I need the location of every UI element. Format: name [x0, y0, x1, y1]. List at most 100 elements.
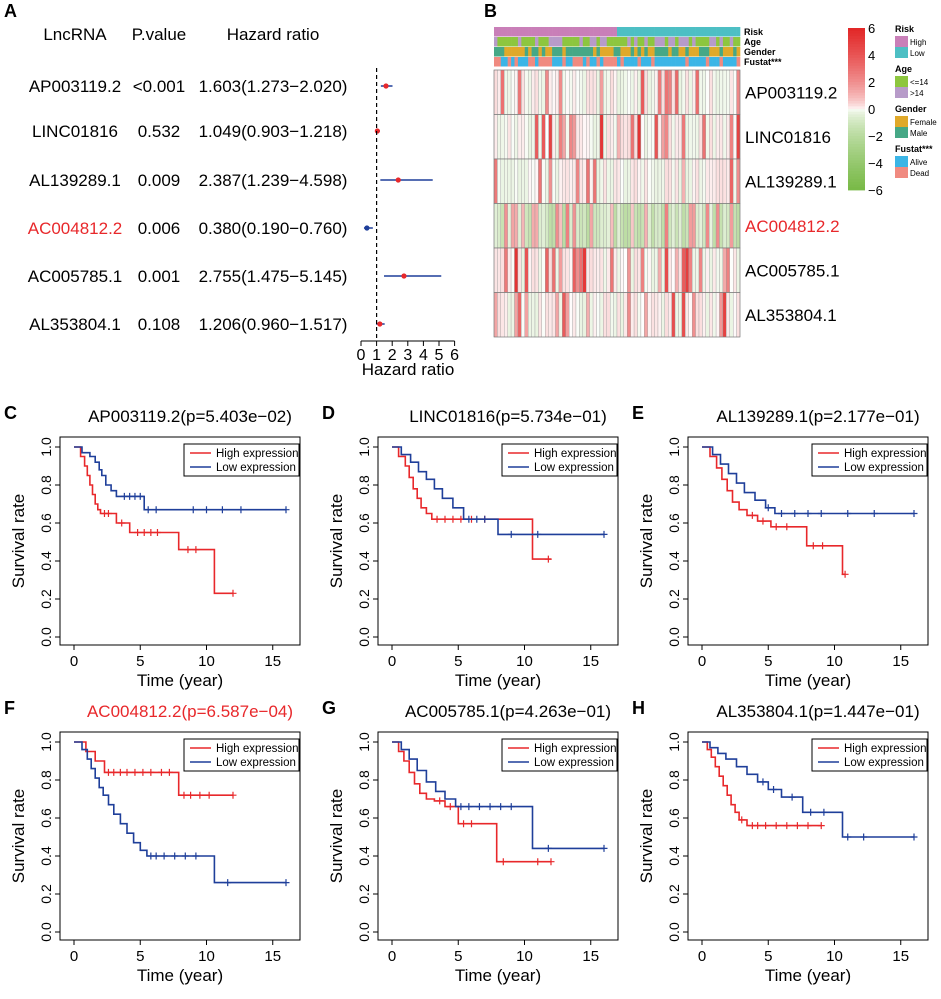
heatmap-annotation-cell	[654, 37, 659, 47]
heatmap-cell	[586, 158, 590, 204]
heatmap-cell	[504, 158, 508, 204]
heatmap-cell	[534, 69, 539, 115]
heatmap-cell	[620, 158, 625, 204]
heatmap-cell	[558, 203, 563, 249]
heatmap-annotation-cell	[603, 27, 608, 37]
heatmap-cell	[668, 158, 672, 204]
heatmap-cell	[568, 69, 573, 115]
km-title: AC005785.1(p=4.263e−01)	[405, 702, 611, 721]
heatmap-cell	[613, 114, 618, 160]
km-censor-mark	[465, 515, 473, 523]
heatmap-annotation-cell	[606, 37, 611, 47]
forest-row-pvalue: 0.532	[138, 122, 181, 141]
km-panel-c: C AP003119.2(p=5.403e−02) 0.0 0.2 0.4 0.6 0.8 1…	[4, 403, 301, 690]
heatmap-cell	[613, 69, 618, 115]
km-censor-mark	[203, 506, 210, 514]
heatmap-annotation-cell	[535, 57, 539, 67]
heatmap-annotation-cell	[500, 47, 505, 57]
km-y-axis-label: Survival rate	[637, 494, 656, 588]
heatmap-gene-label: AC004812.2	[745, 217, 840, 236]
heatmap-cell	[661, 114, 666, 160]
heatmap-annotation-cell	[695, 27, 700, 37]
heatmap-annotation-cell	[531, 37, 536, 47]
heatmap-cell	[671, 203, 676, 249]
forest-plot-panel: A LncRNA P.value Hazard ratio AP003119.2…	[4, 1, 459, 379]
km-x-tick-label: 5	[136, 653, 144, 670]
heatmap-cell	[729, 292, 734, 338]
heatmap-annotation-cell	[572, 27, 577, 37]
km-legend-low-label: Low expression	[534, 462, 614, 474]
heatmap-cell	[627, 292, 631, 338]
legend-swatch	[895, 127, 908, 138]
heatmap-annotation-cell	[541, 57, 546, 67]
km-censor-mark	[534, 530, 542, 538]
km-legend-low-label: Low expression	[844, 757, 924, 769]
heatmap-cell	[609, 114, 614, 160]
km-censor-mark	[762, 822, 770, 830]
heatmap-annotation-cell	[647, 37, 652, 47]
heatmap-cell	[599, 247, 604, 293]
heatmap-cell	[538, 247, 543, 293]
km-x-tick-label: 0	[388, 948, 396, 965]
km-censor-mark	[460, 820, 468, 828]
heatmap-cell	[630, 114, 635, 160]
km-x-tick-label: 15	[582, 653, 599, 670]
heatmap-colorbar: 6 4 2 0 −2 −4 −6	[848, 21, 883, 198]
heatmap-cell	[521, 158, 525, 204]
km-panel-g: G AC005785.1(p=4.263e−01) 0.0 0.2 0.4 0.6 0.8 1…	[322, 698, 619, 985]
heatmap-cell	[736, 203, 741, 249]
forest-row-pvalue: 0.009	[138, 171, 181, 190]
heatmap-annotation-cell	[613, 47, 618, 57]
heatmap-annotation-cell	[654, 57, 659, 67]
heatmap-annotation-cell	[579, 27, 584, 37]
heatmap-annotation-cell	[538, 37, 543, 47]
heatmap-cell	[702, 114, 707, 160]
forest-row-name: AC004812.2	[28, 219, 123, 238]
heatmap-cell	[637, 203, 642, 249]
heatmap-cell	[654, 247, 659, 293]
heatmap-cell	[671, 69, 676, 115]
km-x-tick-label: 5	[136, 948, 144, 965]
heatmap-annotation-cell	[709, 27, 713, 37]
colorbar-tick-label: −4	[868, 156, 883, 171]
heatmap-annotation-label: Risk	[744, 27, 764, 37]
heatmap-cell	[616, 203, 621, 249]
km-censor-mark	[804, 822, 812, 830]
colorbar-tick-label: 6	[868, 21, 875, 36]
km-censor-mark	[165, 768, 173, 776]
km-legend-box	[501, 738, 618, 772]
km-y-tick-label: 0.2	[356, 589, 372, 609]
heatmap-annotation-cell	[497, 37, 502, 47]
heatmap-gene-labels: AP003119.2 LINC01816 AL139289.1 AC004812.2 A…	[745, 83, 840, 325]
heatmap-cell	[712, 69, 717, 115]
heatmap-annotation-cell	[716, 37, 720, 47]
km-x-tick-label: 10	[198, 653, 215, 670]
heatmap-cell	[647, 114, 652, 160]
heatmap-cell	[722, 158, 727, 204]
heatmap-annotation-cell	[705, 57, 710, 67]
colorbar-segment	[848, 144, 865, 148]
forest-hr-point	[395, 177, 401, 183]
heatmap-cell	[589, 247, 594, 293]
km-x-tick-label: 0	[698, 948, 706, 965]
km-x-tick-label: 15	[892, 948, 909, 965]
legend-item-label: Female	[910, 118, 937, 127]
heatmap-cell	[698, 203, 703, 249]
heatmap-annotation-cell	[661, 27, 666, 37]
heatmap-cell	[705, 114, 710, 160]
legend-group-title: Age	[895, 64, 912, 74]
heatmap-annotation-cell	[511, 37, 515, 47]
heatmap-cell	[504, 292, 508, 338]
heatmap-cell	[534, 203, 539, 249]
km-y-tick-label: 1.0	[38, 437, 54, 457]
heatmap-cell	[524, 69, 529, 115]
heatmap-annotation-cell	[565, 57, 570, 67]
heatmap-cell	[531, 69, 536, 115]
heatmap-cell	[647, 158, 652, 204]
colorbar-segment	[848, 127, 865, 131]
heatmap-annotation-cell	[541, 27, 546, 37]
heatmap-annotation-cell	[668, 57, 672, 67]
heatmap-cell	[664, 247, 669, 293]
heatmap-cell	[541, 69, 546, 115]
km-x-tick-label: 15	[582, 948, 599, 965]
